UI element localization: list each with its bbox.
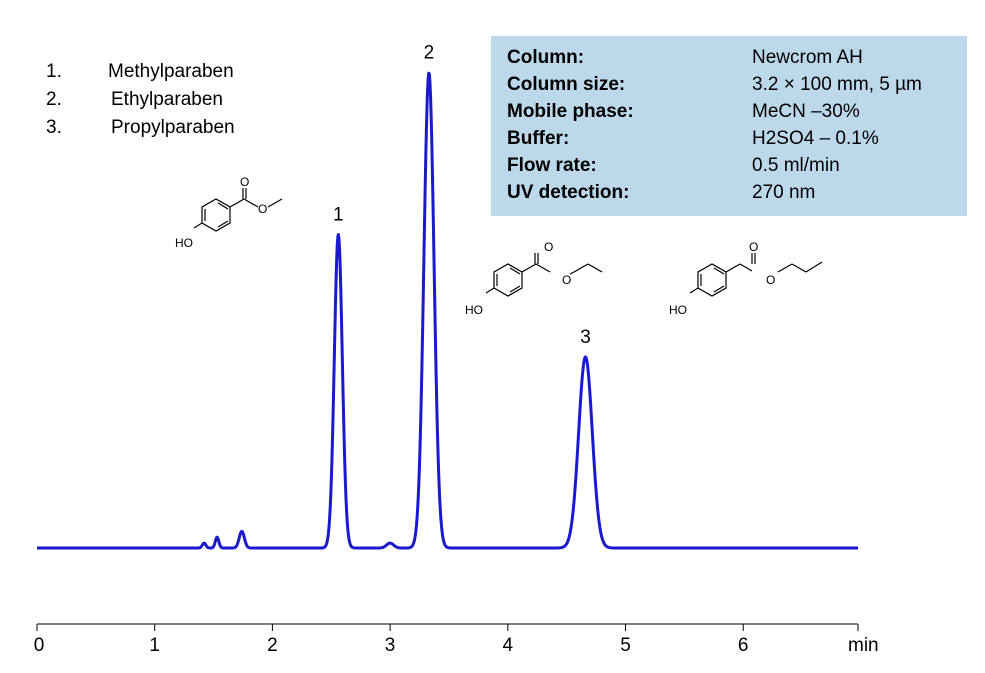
ester-oxygen-label: O <box>258 202 267 216</box>
condition-label: Buffer: <box>507 128 570 149</box>
compound-legend: 1. Methylparaben 2. Ethylparaben 3. Prop… <box>46 58 235 142</box>
condition-value: 3.2 × 100 mm, 5 µm <box>752 74 922 95</box>
condition-value: H2SO4 – 0.1% <box>752 128 879 149</box>
carbonyl-oxygen-label: O <box>240 175 249 189</box>
legend-number: 3. <box>46 117 62 138</box>
condition-value: 0.5 ml/min <box>752 155 840 176</box>
condition-row: UV detection: 270 nm <box>507 181 947 205</box>
peak-label: 2 <box>424 43 435 64</box>
legend-item: 1. Methylparaben <box>46 58 235 86</box>
methylparaben-structure: HO O O <box>175 175 283 250</box>
x-axis-unit-label: min <box>848 635 879 656</box>
condition-row: Column: Newcrom AH <box>507 46 947 70</box>
x-tick-label: 6 <box>738 635 749 656</box>
peak-label: 1 <box>333 204 344 225</box>
condition-value: 270 nm <box>752 182 816 203</box>
condition-row: Column size: 3.2 × 100 mm, 5 µm <box>507 73 947 97</box>
x-tick-label: 2 <box>267 635 278 656</box>
x-tick-label: 0 <box>34 635 45 656</box>
condition-row: Flow rate: 0.5 ml/min <box>507 154 947 178</box>
hydroxyl-label: HO <box>669 303 687 317</box>
peak-labels: 1 2 3 <box>333 43 591 348</box>
condition-row: Buffer: H2SO4 – 0.1% <box>507 127 947 151</box>
peak-label: 3 <box>580 327 591 348</box>
legend-item: 2. Ethylparaben <box>46 86 235 114</box>
ethylparaben-structure: HO O O <box>465 240 603 317</box>
ester-oxygen-label: O <box>562 273 571 287</box>
legend-item: 3. Propylparaben <box>46 114 235 142</box>
legend-compound-name: Methylparaben <box>108 61 234 82</box>
chromatogram-trace <box>36 71 859 550</box>
condition-label: Mobile phase: <box>507 101 634 122</box>
hydroxyl-label: HO <box>175 236 193 250</box>
condition-value: MeCN –30% <box>752 101 860 122</box>
x-axis-ticks: 0 1 2 3 4 5 6 <box>34 624 859 656</box>
x-tick-label: 4 <box>503 635 514 656</box>
propylparaben-structure: HO O O <box>669 240 823 317</box>
legend-compound-name: Propylparaben <box>111 117 235 138</box>
legend-compound-name: Ethylparaben <box>111 89 223 110</box>
condition-label: UV detection: <box>507 182 630 203</box>
ester-oxygen-label: O <box>766 273 775 287</box>
condition-label: Column size: <box>507 74 626 95</box>
carbonyl-oxygen-label: O <box>749 240 758 254</box>
x-tick-label: 3 <box>385 635 396 656</box>
condition-label: Flow rate: <box>507 155 597 176</box>
x-tick-label: 1 <box>149 635 160 656</box>
carbonyl-oxygen-label: O <box>544 240 553 254</box>
condition-row: Mobile phase: MeCN –30% <box>507 100 947 124</box>
legend-number: 2. <box>46 89 62 110</box>
x-axis: 0 1 2 3 4 5 6 min <box>34 623 879 656</box>
condition-value: Newcrom AH <box>752 47 863 68</box>
conditions-box: Column: Newcrom AH Column size: 3.2 × 10… <box>491 36 967 216</box>
legend-number: 1. <box>46 61 62 82</box>
hydroxyl-label: HO <box>465 303 483 317</box>
x-tick-label: 5 <box>620 635 631 656</box>
condition-label: Column: <box>507 47 585 68</box>
